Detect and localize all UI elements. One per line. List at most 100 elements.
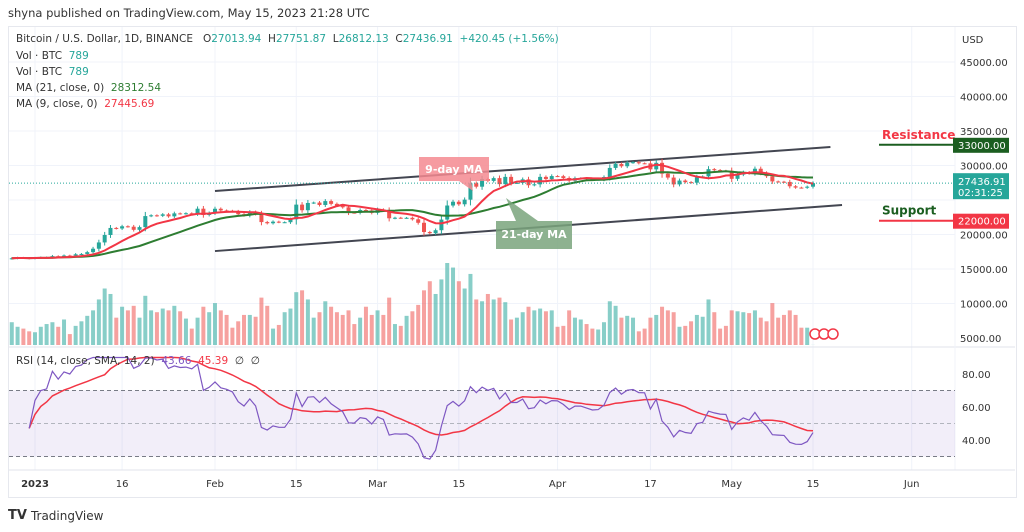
- candle: [311, 202, 316, 204]
- volume-bar: [358, 317, 363, 345]
- candle: [770, 176, 775, 182]
- volume-bar: [445, 263, 450, 345]
- time-tick: 17: [644, 479, 657, 490]
- candle: [131, 226, 136, 230]
- candle: [125, 226, 130, 228]
- volume-bar: [44, 324, 49, 345]
- volume-bar: [752, 310, 757, 345]
- candle: [503, 176, 508, 185]
- support-price-value: 22000.00: [958, 217, 1006, 228]
- price-tick: 20000.00: [960, 231, 1008, 242]
- volume-bar: [520, 312, 525, 345]
- volume-bar: [636, 331, 641, 345]
- tradingview-logo[interactable]: 𝗧𝗩 TradingView: [8, 508, 103, 523]
- candle: [346, 207, 351, 213]
- volume-bar: [549, 310, 554, 345]
- volume-bar: [218, 310, 223, 345]
- candle: [96, 242, 101, 249]
- volume-bar: [427, 281, 432, 345]
- volume-bar: [143, 295, 148, 345]
- volume-bar: [317, 312, 322, 345]
- candle: [62, 255, 67, 257]
- volume-bar: [729, 310, 734, 345]
- volume-bar: [149, 310, 154, 345]
- candle: [120, 226, 125, 229]
- volume-bar: [91, 310, 96, 345]
- currency-label: USD: [962, 35, 984, 46]
- candle: [555, 176, 560, 178]
- candle: [451, 201, 456, 206]
- trendline-upper-channel: [214, 146, 831, 193]
- time-tick: May: [721, 479, 742, 490]
- rsi-sma-value: 45.39: [198, 355, 229, 367]
- volume-bar: [677, 326, 682, 345]
- high-label: H: [268, 33, 276, 45]
- candle: [654, 162, 659, 170]
- candle: [543, 176, 548, 180]
- volume-bar: [282, 312, 287, 345]
- candle: [660, 162, 665, 174]
- volume-bar: [712, 312, 717, 345]
- volume-bar: [50, 322, 55, 345]
- candle: [416, 219, 421, 223]
- symbol-title[interactable]: Bitcoin / U.S. Dollar, 1D, BINANCE: [16, 33, 193, 45]
- last-price-value: 27436.91: [958, 177, 1006, 188]
- volume-bar: [85, 315, 90, 345]
- volume-bar: [787, 310, 792, 345]
- time-tick: Apr: [549, 479, 567, 490]
- volume-bar: [114, 317, 119, 345]
- candle: [642, 163, 647, 165]
- candle: [218, 208, 223, 211]
- volume-bar: [805, 327, 810, 345]
- volume-bar: [33, 332, 37, 345]
- volume-bar: [369, 314, 374, 345]
- volume-bar: [694, 314, 699, 345]
- low-value: 26812.13: [338, 33, 389, 45]
- rsi-line: [28, 356, 814, 460]
- candle: [271, 221, 276, 224]
- time-tick: 2023: [21, 479, 49, 490]
- candle: [468, 183, 473, 200]
- volume-bar: [596, 329, 601, 345]
- candle: [114, 227, 119, 229]
- candle: [166, 214, 171, 217]
- volume-bar: [166, 310, 171, 345]
- candle: [758, 168, 763, 174]
- candle: [677, 180, 682, 185]
- volume-bar: [265, 305, 270, 345]
- candle: [392, 217, 397, 219]
- candle: [474, 183, 479, 187]
- volume-bar: [56, 326, 61, 345]
- candle: [91, 248, 96, 253]
- open-value: 27013.94: [211, 33, 262, 45]
- volume-legend-2[interactable]: Vol · BTC 789: [16, 66, 89, 78]
- volume-bar: [439, 279, 444, 345]
- ma9-legend[interactable]: MA (9, close, 0) 27445.69: [16, 98, 154, 110]
- rsi-legend[interactable]: RSI (14, close, SMA, 14, 2) 43.66 45.39 …: [16, 355, 260, 367]
- rsi-tick: 60.00: [962, 403, 991, 414]
- candle: [752, 168, 757, 174]
- volume-bar: [706, 299, 711, 345]
- support-label: Support: [882, 204, 937, 218]
- volume-bar: [532, 310, 537, 345]
- ma21-line: [11, 170, 813, 260]
- price-tick: 15000.00: [960, 265, 1008, 276]
- ma21-legend[interactable]: MA (21, close, 0) 28312.54: [16, 82, 161, 94]
- vol-label: Vol · BTC: [16, 50, 63, 62]
- candle: [497, 178, 502, 185]
- candle: [625, 162, 630, 167]
- event-icon: [827, 328, 839, 340]
- candle: [793, 186, 798, 188]
- volume-legend-1[interactable]: Vol · BTC 789: [16, 50, 89, 62]
- rsi-extra-value: ∅: [250, 355, 260, 367]
- volume-bar: [73, 325, 78, 345]
- volume-bar: [387, 297, 392, 345]
- volume-bar: [178, 311, 183, 345]
- volume-bar: [671, 312, 676, 345]
- ma9-value: 27445.69: [104, 98, 155, 110]
- volume-bar: [340, 314, 345, 345]
- volume-bar: [137, 317, 142, 345]
- volume-bar: [271, 328, 276, 345]
